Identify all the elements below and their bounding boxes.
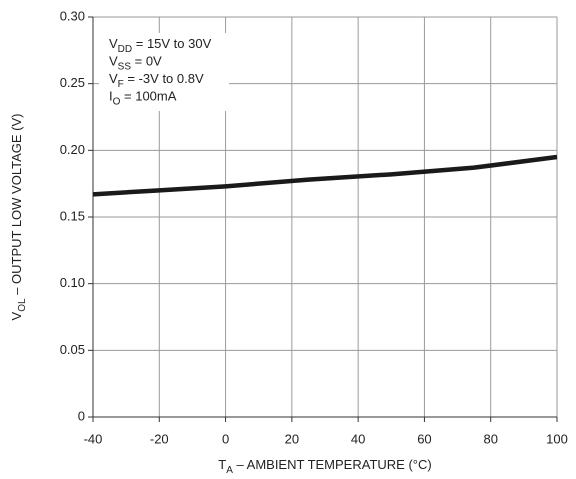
- x-tick-label: 20: [285, 431, 299, 446]
- annotation-line-text: = 15V to 30V: [132, 36, 211, 51]
- y-axis-label-text: – OUTPUT LOW VOLTAGE (V): [9, 114, 24, 299]
- y-tick-label: 0.15: [60, 208, 85, 223]
- annotation-line-text: = -3V to 0.8V: [124, 71, 204, 86]
- x-tick-label: 100: [546, 431, 568, 446]
- annotation-line-subscript: F: [118, 79, 124, 90]
- x-axis-label-symbol: T: [218, 457, 226, 472]
- annotation-line-symbol: V: [109, 71, 118, 86]
- data-line: [92, 154, 558, 197]
- x-axis-label: TA – AMBIENT TEMPERATURE (°C): [218, 457, 431, 475]
- annotation-line: IO = 100mA: [109, 89, 177, 107]
- annotation-line: VDD = 15V to 30V: [109, 36, 212, 54]
- y-tick-label: 0: [78, 408, 85, 423]
- annotation-line: VF = -3V to 0.8V: [109, 71, 204, 89]
- y-axis-label-subscript: OL: [17, 298, 28, 312]
- annotation-line-symbol: V: [109, 36, 118, 51]
- y-tick-label: 0.20: [60, 142, 85, 157]
- annotation-box: [99, 33, 229, 111]
- y-axis-label: VOL – OUTPUT LOW VOLTAGE (V): [9, 114, 27, 321]
- y-axis-label-symbol: V: [9, 311, 24, 320]
- annotation-line-text: = 100mA: [120, 89, 176, 104]
- x-tick-label: -40: [84, 431, 103, 446]
- annotation-line-symbol: I: [109, 89, 113, 104]
- annotation-line: VSS = 0V: [109, 54, 162, 72]
- annotation-line-symbol: V: [109, 54, 118, 69]
- y-tick-label: 0.30: [60, 8, 85, 23]
- y-tick-label: 0.10: [60, 275, 85, 290]
- x-tick-label: 80: [483, 431, 497, 446]
- x-tick-label: 60: [417, 431, 431, 446]
- annotation-line-subscript: SS: [118, 61, 132, 72]
- y-tick-label: 0.05: [60, 342, 85, 357]
- x-axis-label-subscript: A: [226, 465, 233, 476]
- y-tick-label: 0.25: [60, 75, 85, 90]
- annotation-line-subscript: DD: [118, 44, 132, 55]
- x-tick-label: 40: [351, 431, 365, 446]
- x-axis-label-text: – AMBIENT TEMPERATURE (°C): [233, 457, 432, 472]
- annotation-line-text: = 0V: [131, 54, 162, 69]
- x-tick-label: -20: [150, 431, 169, 446]
- annotation-line-subscript: O: [113, 96, 121, 107]
- x-tick-label: 0: [222, 431, 229, 446]
